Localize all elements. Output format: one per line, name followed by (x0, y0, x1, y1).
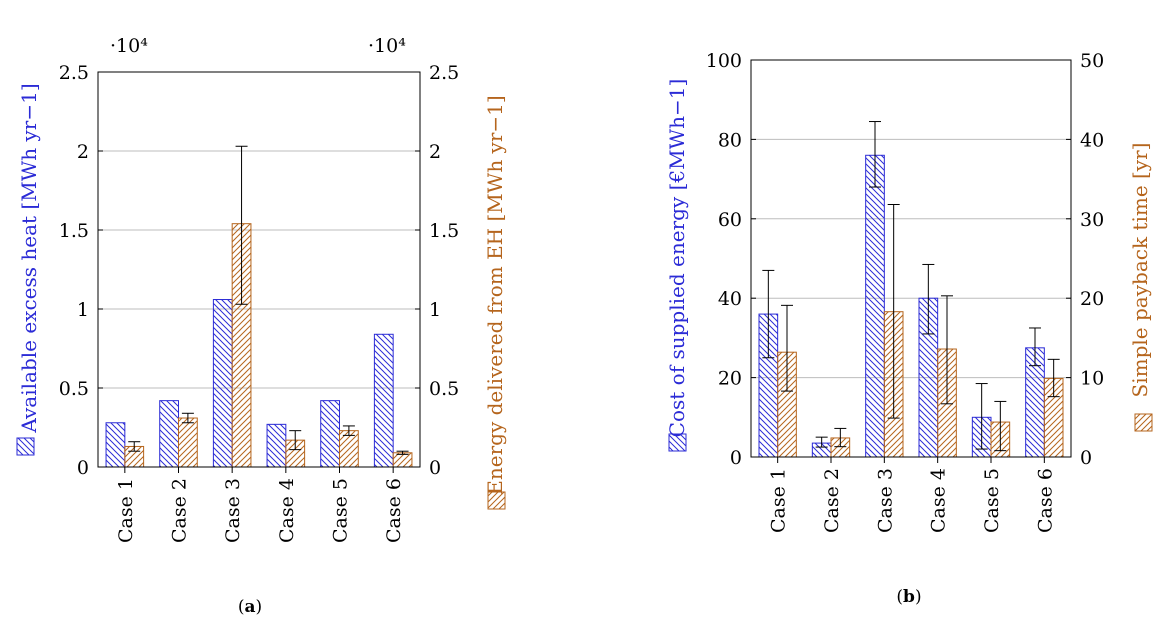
legend-swatch-right (1134, 413, 1153, 432)
right-axis-label: Simple payback time [yr] (1128, 143, 1152, 398)
x-tick-label: Case 4 (276, 478, 298, 543)
bar-right-axis-2 (178, 417, 198, 468)
plot-frame (97, 71, 421, 468)
x-tick-label: Case 5 (330, 478, 352, 543)
y-right-tick-label: 0 (429, 457, 441, 479)
bars (758, 154, 1064, 458)
x-tick-label: Case 5 (981, 468, 1003, 533)
x-tick-label: Case 3 (874, 468, 896, 533)
bar-left-axis-3 (865, 154, 885, 458)
x-tick-label: Case 3 (222, 478, 244, 543)
left-tick-labels: 0 20 40 60 80 100 (706, 50, 742, 469)
legend-swatch-right (487, 491, 506, 510)
x-tick-label: Case 1 (768, 468, 790, 533)
bar-left-axis-1 (105, 422, 126, 468)
right-axis-label: Energy delivered from EH [MWh yr−1] (483, 95, 507, 494)
caption-letter: a (244, 597, 255, 617)
panel-caption-a: (a) (238, 597, 262, 617)
left-tick-labels: 0 0.5 1 1.5 2 2.5 (59, 62, 89, 479)
x-tick-label: Case 2 (821, 468, 843, 533)
x-tick-label: Case 6 (1034, 468, 1056, 533)
gridlines (751, 59, 1071, 458)
x-tick-label: Case 4 (928, 468, 950, 533)
right-tick-labels: 0 0.5 1 1.5 2 2.5 (429, 62, 459, 479)
y-left-tick-label: 100 (706, 50, 742, 72)
y-left-tick-label: 40 (718, 288, 742, 310)
y-right-tick-label: 1 (429, 299, 441, 321)
bar-right-axis-6 (392, 452, 413, 468)
y-left-tick-label: 1.5 (59, 220, 89, 242)
x-tick-label: Case 1 (115, 478, 137, 543)
y-left-tick-label: 0 (730, 447, 742, 469)
y-left-tick-label: 1 (77, 299, 89, 321)
y-right-tick-label: 20 (1080, 288, 1104, 310)
y-right-tick-label: 10 (1080, 368, 1104, 390)
y-right-tick-label: 40 (1080, 129, 1104, 151)
category-labels: Case 1 Case 2 Case 3 Case 4 Case 5 Case 6 (115, 467, 405, 543)
y-left-tick-label: 20 (718, 368, 742, 390)
error-bars (762, 121, 1060, 452)
left-axis-label: Available excess heat [MWh yr−1] (17, 83, 41, 433)
x-tick-label: Case 2 (169, 478, 191, 543)
right-axis-title: Energy delivered from EH [MWh yr−1] (483, 95, 507, 494)
y-right-tick-label: 50 (1080, 50, 1104, 72)
y-left-tick-label: 60 (718, 209, 742, 231)
right-tick-labels: 0 10 20 30 40 50 (1080, 50, 1104, 469)
chart-panel-a: 00.511.522.5 00.511.522.5 Case 1 Case 2 Ca… (16, 35, 507, 617)
panel-caption-b: (b) (896, 587, 921, 607)
left-axis-title: Cost of supplied energy [€MWh−1] (665, 79, 689, 438)
y-left-tick-label: 2 (77, 141, 89, 163)
y-left-tick-label: 80 (718, 129, 742, 151)
y-right-tick-label: 0.5 (429, 378, 459, 400)
y-right-tick-label: 0 (1080, 447, 1092, 469)
right-axis-title: Simple payback time [yr] (1128, 143, 1152, 398)
y-left-tick-label: 0.5 (59, 378, 89, 400)
left-axis-multiplier: ·10⁴ (110, 35, 148, 57)
gridlines (98, 71, 420, 468)
bar-left-axis-4 (266, 423, 287, 468)
right-axis-multiplier: ·10⁴ (368, 35, 406, 57)
bar-right-axis-5 (339, 430, 359, 468)
left-axis-title: Available excess heat [MWh yr−1] (17, 83, 41, 433)
legend-swatch-left (16, 437, 35, 456)
y-right-tick-label: 2 (429, 141, 441, 163)
bars (105, 223, 413, 468)
error-bars (128, 145, 409, 455)
caption-letter: b (903, 587, 915, 607)
x-tick-label: Case 6 (383, 478, 405, 543)
bar-left-axis-3 (212, 299, 233, 468)
y-right-tick-label: 30 (1080, 209, 1104, 231)
y-left-tick-label: 2.5 (59, 62, 89, 84)
left-axis-label: Cost of supplied energy [€MWh−1] (665, 79, 689, 438)
bar-left-axis-6 (373, 333, 394, 468)
bar-left-axis-5 (320, 400, 341, 468)
category-labels: Case 1 Case 2 Case 3 Case 4 Case 5 Case 6 (768, 457, 1056, 533)
plot-frame (750, 59, 1072, 458)
legend-swatch-left (668, 433, 687, 452)
y-left-tick-label: 0 (77, 457, 89, 479)
y-right-tick-label: 1.5 (429, 220, 459, 242)
bar-left-axis-2 (159, 400, 179, 468)
y-right-tick-label: 2.5 (429, 62, 459, 84)
